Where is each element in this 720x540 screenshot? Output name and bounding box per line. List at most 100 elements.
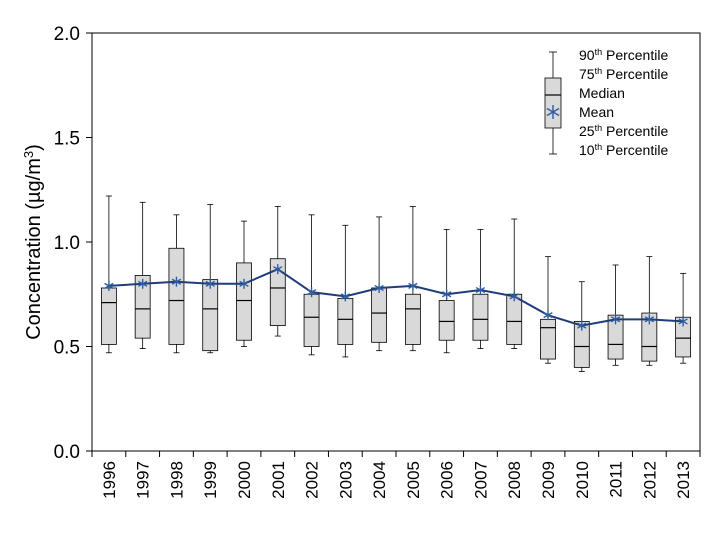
- mean-marker: [171, 276, 182, 287]
- mean-marker: [137, 278, 148, 289]
- mean-marker-stroke: [104, 282, 114, 289]
- x-tick-label: 2010: [573, 461, 592, 499]
- legend-label: 90th Percentile: [579, 47, 668, 63]
- box-iqr: [303, 293, 320, 347]
- x-tick-label: 2007: [471, 461, 490, 499]
- legend-label: 75th Percentile: [579, 66, 668, 82]
- mean-marker-stroke: [306, 289, 317, 296]
- mean-marker: [678, 316, 688, 327]
- x-tick-label: 2005: [404, 461, 423, 499]
- box-group: [100, 195, 117, 354]
- box-iqr: [236, 262, 252, 341]
- mean-marker: [475, 285, 486, 296]
- x-tick-label: 2004: [370, 461, 389, 499]
- mean-marker: [543, 310, 553, 321]
- box-iqr: [540, 318, 556, 360]
- x-tick-label: 2003: [336, 461, 355, 499]
- legend: 90th Percentile 75th Percentile Median Mean…: [544, 47, 668, 158]
- mean-marker: [441, 289, 452, 300]
- box-group: [168, 214, 185, 354]
- box-group: [675, 272, 692, 364]
- box-group: [404, 206, 421, 352]
- y-axis: 0.0 0.5 1.0 1.5 2.0: [54, 24, 92, 463]
- box-series: [100, 195, 692, 372]
- mean-marker-stroke: [137, 280, 148, 287]
- legend-label: 25th Percentile: [579, 123, 668, 139]
- box-iqr: [506, 293, 523, 345]
- box-iqr: [100, 287, 117, 345]
- mean-marker-stroke: [340, 293, 351, 300]
- mean-marker-stroke: [273, 266, 283, 273]
- box-group: [337, 224, 354, 358]
- box-group: [438, 229, 455, 354]
- y-tick-label: 1.0: [54, 233, 80, 254]
- mean-marker-stroke: [678, 318, 688, 325]
- y-tick-label: 0.0: [54, 442, 80, 463]
- x-tick-label: 1997: [134, 461, 153, 499]
- box-iqr: [472, 293, 489, 341]
- x-tick-label: 2013: [674, 461, 693, 499]
- mean-marker: [340, 291, 351, 302]
- box-group: [472, 229, 489, 349]
- box-group: [303, 214, 320, 356]
- mean-marker: [306, 287, 317, 298]
- box-iqr: [371, 287, 388, 343]
- mean-marker-stroke: [374, 284, 384, 292]
- mean-marker-stroke: [475, 286, 486, 294]
- box-group: [134, 201, 151, 349]
- mean-marker-stroke: [509, 293, 519, 300]
- box-iqr: [202, 279, 219, 352]
- legend-box: [544, 77, 562, 129]
- legend-label: Median: [579, 85, 625, 101]
- mean-marker-stroke: [577, 322, 587, 329]
- x-tick-label: 2012: [640, 461, 659, 499]
- box-group: [540, 256, 556, 364]
- box-iqr: [438, 300, 455, 341]
- mean-marker: [509, 291, 519, 302]
- mean-marker: [610, 314, 621, 325]
- box-group: [269, 206, 286, 337]
- mean-marker-stroke: [546, 107, 560, 117]
- box-iqr: [641, 312, 658, 362]
- mean-marker-stroke: [644, 316, 655, 323]
- mean-marker-stroke: [543, 312, 553, 319]
- mean-series: [104, 264, 688, 331]
- x-tick-label: 2008: [505, 461, 524, 499]
- box-group: [641, 256, 658, 366]
- y-tick-label: 2.0: [54, 24, 80, 45]
- legend-label: 10th Percentile: [579, 142, 668, 158]
- y-tick-label: 0.5: [54, 338, 80, 359]
- mean-marker-stroke: [408, 282, 418, 289]
- mean-line: [108, 268, 684, 327]
- x-tick-label: 2001: [269, 461, 288, 499]
- box-iqr: [404, 293, 421, 345]
- mean-marker: [546, 105, 560, 119]
- mean-marker: [273, 264, 283, 275]
- mean-marker: [104, 280, 114, 291]
- mean-marker-stroke: [239, 280, 249, 287]
- y-axis-title: Concentration (µg/m3): [21, 144, 46, 340]
- mean-marker: [205, 278, 215, 289]
- x-axis: 1996 1997 1998 1999 2000 2001 2002 2003 2004 2005…: [91, 451, 701, 499]
- x-tick-label: 1999: [201, 461, 220, 499]
- box-iqr: [269, 258, 286, 326]
- mean-marker-stroke: [171, 278, 182, 285]
- box-group: [506, 218, 523, 349]
- box-iqr: [168, 247, 185, 345]
- mean-marker: [374, 282, 384, 293]
- mean-marker-stroke: [610, 316, 621, 323]
- mean-marker-stroke: [441, 291, 452, 298]
- mean-marker: [644, 314, 655, 325]
- x-tick-label: 2000: [235, 461, 254, 499]
- legend-label: Mean: [579, 104, 614, 120]
- box-group: [202, 203, 219, 354]
- x-tick-label: 2009: [539, 461, 558, 499]
- y-tick-label: 1.5: [54, 129, 80, 150]
- mean-marker: [408, 280, 418, 291]
- box-iqr: [134, 275, 151, 339]
- x-tick-label: 1998: [167, 461, 186, 499]
- x-tick-label: 2002: [303, 461, 322, 499]
- box-group: [573, 281, 590, 372]
- mean-marker-stroke: [205, 280, 215, 287]
